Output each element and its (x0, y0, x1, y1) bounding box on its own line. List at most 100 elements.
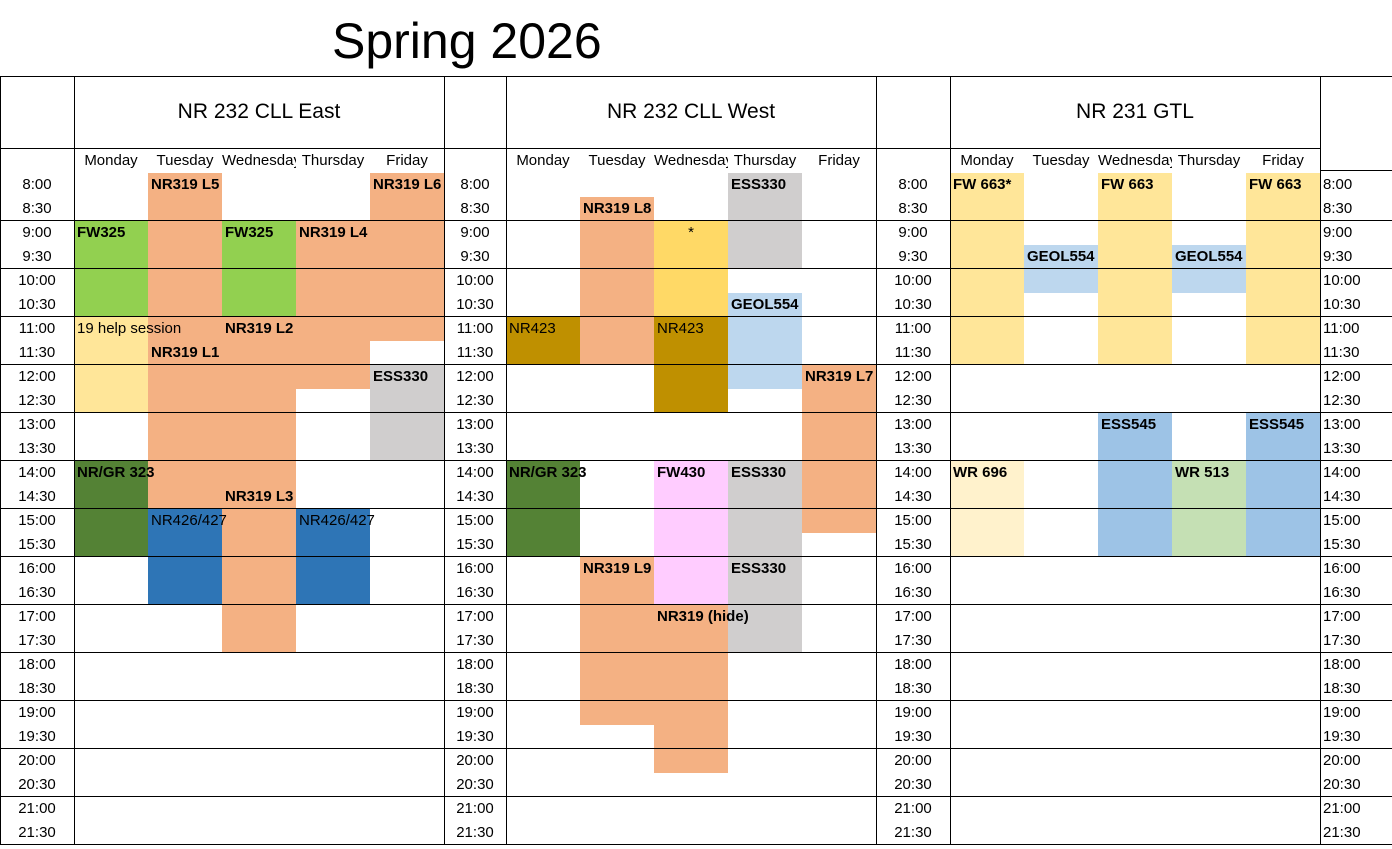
class-block[interactable] (1098, 413, 1172, 557)
class-block[interactable] (728, 461, 802, 653)
day-header: Friday (1262, 152, 1304, 169)
class-block[interactable] (1172, 245, 1246, 293)
course-label[interactable]: FW 663 (1101, 176, 1154, 193)
class-block[interactable] (1246, 413, 1320, 557)
time-label: 15:00 (894, 512, 932, 529)
column-border (950, 76, 951, 845)
time-label: 14:30 (456, 488, 494, 505)
class-block[interactable] (370, 365, 444, 461)
course-label[interactable]: 19 help session (77, 320, 182, 337)
course-label[interactable]: NR319 L8 (583, 200, 652, 217)
course-label[interactable]: ESS330 (731, 176, 787, 193)
course-label[interactable]: GEOL554 (1175, 248, 1243, 265)
time-label: 20:30 (1323, 776, 1361, 793)
hour-gridline (0, 220, 1392, 221)
hour-gridline (0, 508, 1392, 509)
course-label[interactable]: NR319 L5 (151, 176, 220, 193)
course-label[interactable]: * (688, 224, 694, 241)
course-label[interactable]: FW 663 (1249, 176, 1302, 193)
course-label[interactable]: NR426/427 (151, 512, 227, 529)
class-block[interactable] (148, 509, 222, 605)
time-label: 15:00 (18, 512, 56, 529)
course-label[interactable]: NR319 (hide) (657, 608, 749, 625)
class-block[interactable] (950, 461, 1024, 557)
course-label[interactable]: WR 513 (1175, 464, 1230, 481)
course-label[interactable]: WR 696 (953, 464, 1008, 481)
class-block[interactable] (74, 221, 148, 317)
course-label[interactable]: ESS330 (731, 464, 787, 481)
hour-gridline (0, 316, 1392, 317)
time-label: 11:30 (18, 344, 56, 361)
class-block[interactable] (74, 461, 148, 557)
time-label: 21:30 (18, 824, 56, 841)
course-label[interactable]: NR423 (509, 320, 556, 337)
class-block[interactable] (222, 221, 296, 317)
course-label[interactable]: FW 663* (953, 176, 1012, 193)
class-block[interactable] (506, 461, 580, 557)
time-label: 8:00 (460, 176, 490, 193)
course-label[interactable]: NR426/427 (299, 512, 375, 529)
class-block[interactable] (148, 173, 222, 509)
class-block[interactable] (370, 173, 444, 341)
time-label: 10:30 (18, 296, 56, 313)
course-label[interactable]: NR319 L4 (299, 224, 368, 241)
time-label: 12:30 (894, 392, 932, 409)
class-block[interactable] (728, 293, 802, 389)
course-label[interactable]: NR319 L7 (805, 368, 874, 385)
time-label: 17:00 (1323, 608, 1361, 625)
day-header: Monday (960, 152, 1014, 169)
time-label: 8:30 (1323, 200, 1353, 217)
course-label[interactable]: GEOL554 (731, 296, 799, 313)
class-block[interactable] (222, 317, 296, 653)
class-block[interactable] (74, 317, 148, 413)
course-label[interactable]: NR319 L6 (373, 176, 442, 193)
course-label[interactable]: ESS330 (373, 368, 429, 385)
course-label[interactable]: NR/GR 323 (77, 464, 155, 481)
class-block[interactable] (654, 317, 728, 413)
course-label[interactable]: NR319 L1 (151, 344, 220, 361)
course-label[interactable]: ESS330 (731, 560, 787, 577)
time-label: 21:00 (894, 800, 932, 817)
time-label: 12:00 (456, 368, 494, 385)
time-label: 18:30 (18, 680, 56, 697)
course-label[interactable]: FW325 (77, 224, 126, 241)
room-header: NR 232 CLL West (606, 100, 776, 123)
course-label[interactable]: GEOL554 (1027, 248, 1095, 265)
time-label: 13:30 (1323, 440, 1361, 457)
time-label: 21:00 (1323, 800, 1361, 817)
time-label: 8:00 (22, 176, 52, 193)
class-block[interactable] (1024, 245, 1098, 293)
class-block[interactable] (296, 509, 370, 605)
hour-gridline (0, 700, 1392, 701)
course-label[interactable]: FW430 (657, 464, 706, 481)
course-label[interactable]: NR/GR 323 (509, 464, 587, 481)
time-label: 9:30 (1323, 248, 1353, 265)
time-label: 19:30 (18, 728, 56, 745)
course-label[interactable]: NR423 (657, 320, 704, 337)
class-block[interactable] (654, 461, 728, 605)
course-label[interactable]: FW325 (225, 224, 274, 241)
class-block[interactable] (1098, 173, 1172, 365)
class-block[interactable] (580, 557, 654, 725)
class-block[interactable] (950, 173, 1024, 365)
class-block[interactable] (654, 605, 728, 773)
time-label: 9:30 (22, 248, 52, 265)
class-block[interactable] (1172, 461, 1246, 557)
time-label: 10:30 (456, 296, 494, 313)
course-label[interactable]: NR319 L2 (225, 320, 294, 337)
class-block[interactable] (296, 221, 370, 389)
course-label[interactable]: ESS545 (1101, 416, 1157, 433)
class-block[interactable] (580, 197, 654, 365)
course-label[interactable]: NR319 L3 (225, 488, 294, 505)
class-block[interactable] (728, 173, 802, 269)
class-block[interactable] (802, 365, 876, 533)
class-block[interactable] (506, 317, 580, 365)
course-label[interactable]: ESS545 (1249, 416, 1305, 433)
course-label[interactable]: NR319 L9 (583, 560, 652, 577)
time-label: 9:00 (1323, 224, 1353, 241)
time-label: 21:00 (18, 800, 56, 817)
class-block[interactable] (654, 221, 728, 317)
time-label: 11:30 (456, 344, 494, 361)
class-block[interactable] (1246, 173, 1320, 365)
time-label: 20:30 (894, 776, 932, 793)
